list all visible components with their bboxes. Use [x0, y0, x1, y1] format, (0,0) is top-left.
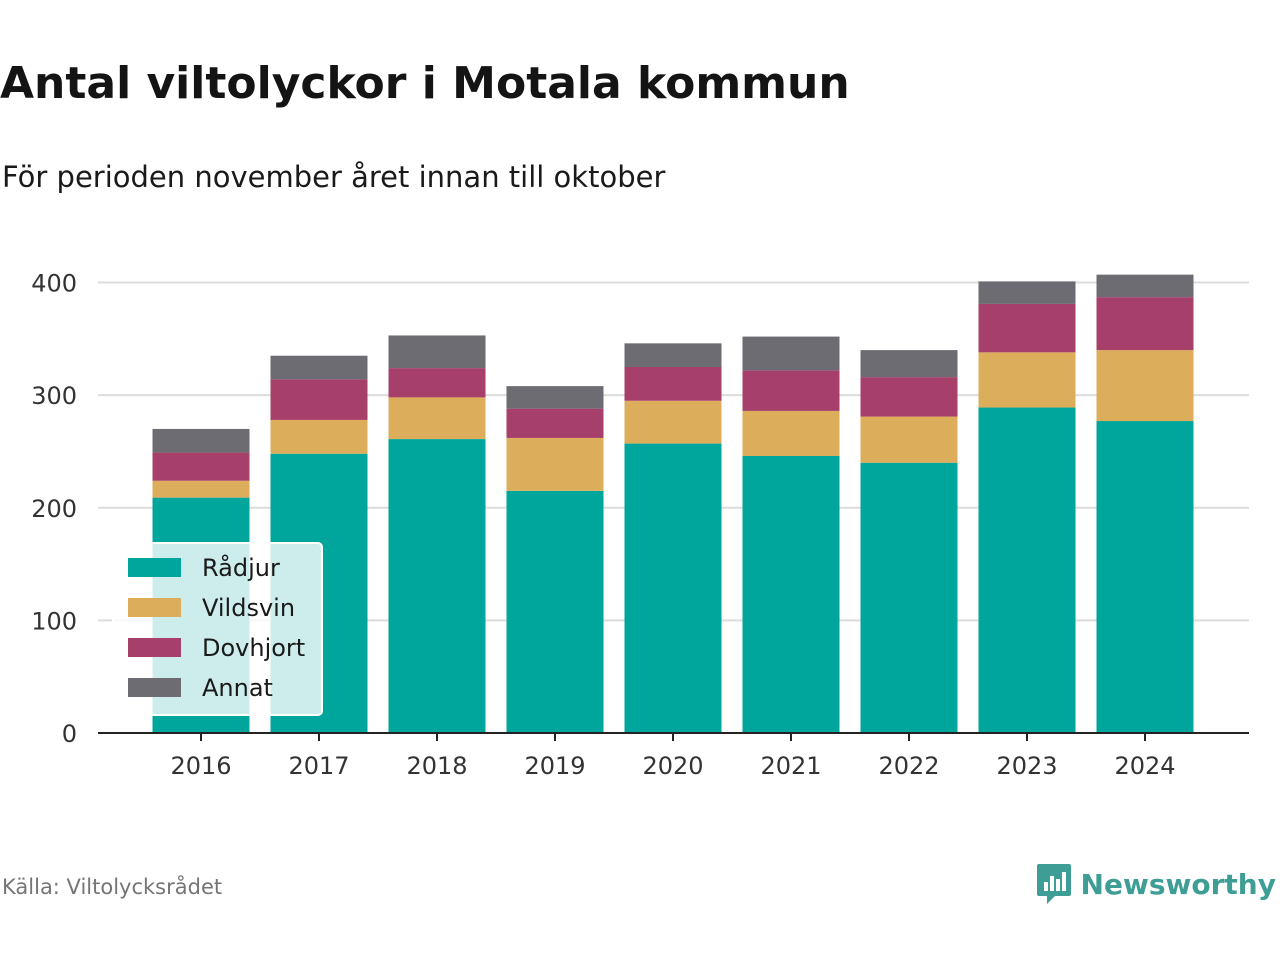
x-tick-label: 2016 [170, 752, 231, 780]
y-tick-label: 400 [31, 270, 77, 298]
chart-title: Antal viltolyckor i Motala kommun [0, 58, 850, 109]
x-tick-label: 2022 [878, 752, 939, 780]
bar-segment [860, 416, 958, 463]
legend-swatch [128, 558, 181, 577]
legend-label: Annat [202, 674, 273, 702]
bar-segment [860, 462, 958, 733]
bar-stack-2018 [388, 335, 486, 733]
bar-segment [270, 379, 368, 420]
y-tick-label: 300 [31, 382, 77, 410]
bar-segment [742, 370, 840, 411]
bar-segment [624, 443, 722, 733]
bar-stack-2024 [1096, 274, 1194, 733]
bar-segment [270, 419, 368, 454]
bar-stack-2022 [860, 350, 958, 733]
bar-segment [1096, 297, 1194, 351]
bar-segment [388, 335, 486, 369]
bar-segment [978, 352, 1076, 408]
bar-segment [388, 368, 486, 398]
bar-segment [624, 400, 722, 444]
brand-name: Newsworthy [1080, 867, 1276, 901]
x-tick-label: 2018 [406, 752, 467, 780]
bar-segment [506, 408, 604, 438]
x-tick-label: 2019 [524, 752, 585, 780]
legend-swatch [128, 598, 181, 617]
legend-swatch [128, 678, 181, 697]
y-tick-label: 100 [31, 607, 77, 635]
bar-segment [388, 397, 486, 440]
x-tick-label: 2023 [996, 752, 1057, 780]
source-note: Källa: Viltolycksrådet [2, 875, 223, 899]
bar-segment [978, 281, 1076, 304]
bar-segment [742, 455, 840, 733]
bar-segment [624, 366, 722, 401]
x-tick-label: 2017 [288, 752, 349, 780]
bar-stack-2019 [506, 386, 604, 733]
legend-label: Vildsvin [202, 594, 295, 622]
bar-segment [978, 407, 1076, 733]
legend-box [112, 542, 323, 716]
legend: Rådjur Vildsvin Dovhjort Annat [112, 542, 323, 716]
bar-segment [860, 350, 958, 378]
bar-segment [152, 428, 250, 453]
bar-segment [1096, 350, 1194, 422]
x-tick-label: 2020 [642, 752, 703, 780]
bar-stack-2020 [624, 343, 722, 733]
legend-label: Dovhjort [202, 634, 305, 662]
bar-segment [1096, 274, 1194, 298]
x-tick-label: 2021 [760, 752, 821, 780]
y-axis-ticks: 0 100 200 300 400 [31, 270, 77, 748]
bar-segment [506, 386, 604, 409]
bar-segment [742, 410, 840, 456]
x-tick-label: 2024 [1114, 752, 1175, 780]
brand-logo[interactable]: Newsworthy [1035, 862, 1276, 906]
bar-segment [860, 377, 958, 417]
bar-segment [1096, 421, 1194, 733]
y-tick-label: 200 [31, 495, 77, 523]
bar-segment [388, 439, 486, 733]
bar-segment [152, 480, 250, 498]
y-tick-label: 0 [62, 720, 77, 748]
bar-segment [742, 336, 840, 371]
bar-segment [624, 343, 722, 367]
bar-segment [506, 437, 604, 491]
bar-segment [152, 452, 250, 481]
chart-subtitle: För perioden november året innan till ok… [2, 160, 666, 194]
bar-segment [506, 490, 604, 733]
bar-segment [270, 355, 368, 380]
newsworthy-logo-icon [1036, 864, 1071, 904]
legend-label: Rådjur [202, 553, 280, 582]
bar-segment [978, 303, 1076, 353]
bar-stack-2023 [978, 281, 1076, 733]
bar-stack-2021 [742, 336, 840, 733]
legend-swatch [128, 638, 181, 657]
x-axis-ticks: 2016 2017 2018 2019 2020 2021 2022 2023 2024 [170, 733, 1176, 780]
